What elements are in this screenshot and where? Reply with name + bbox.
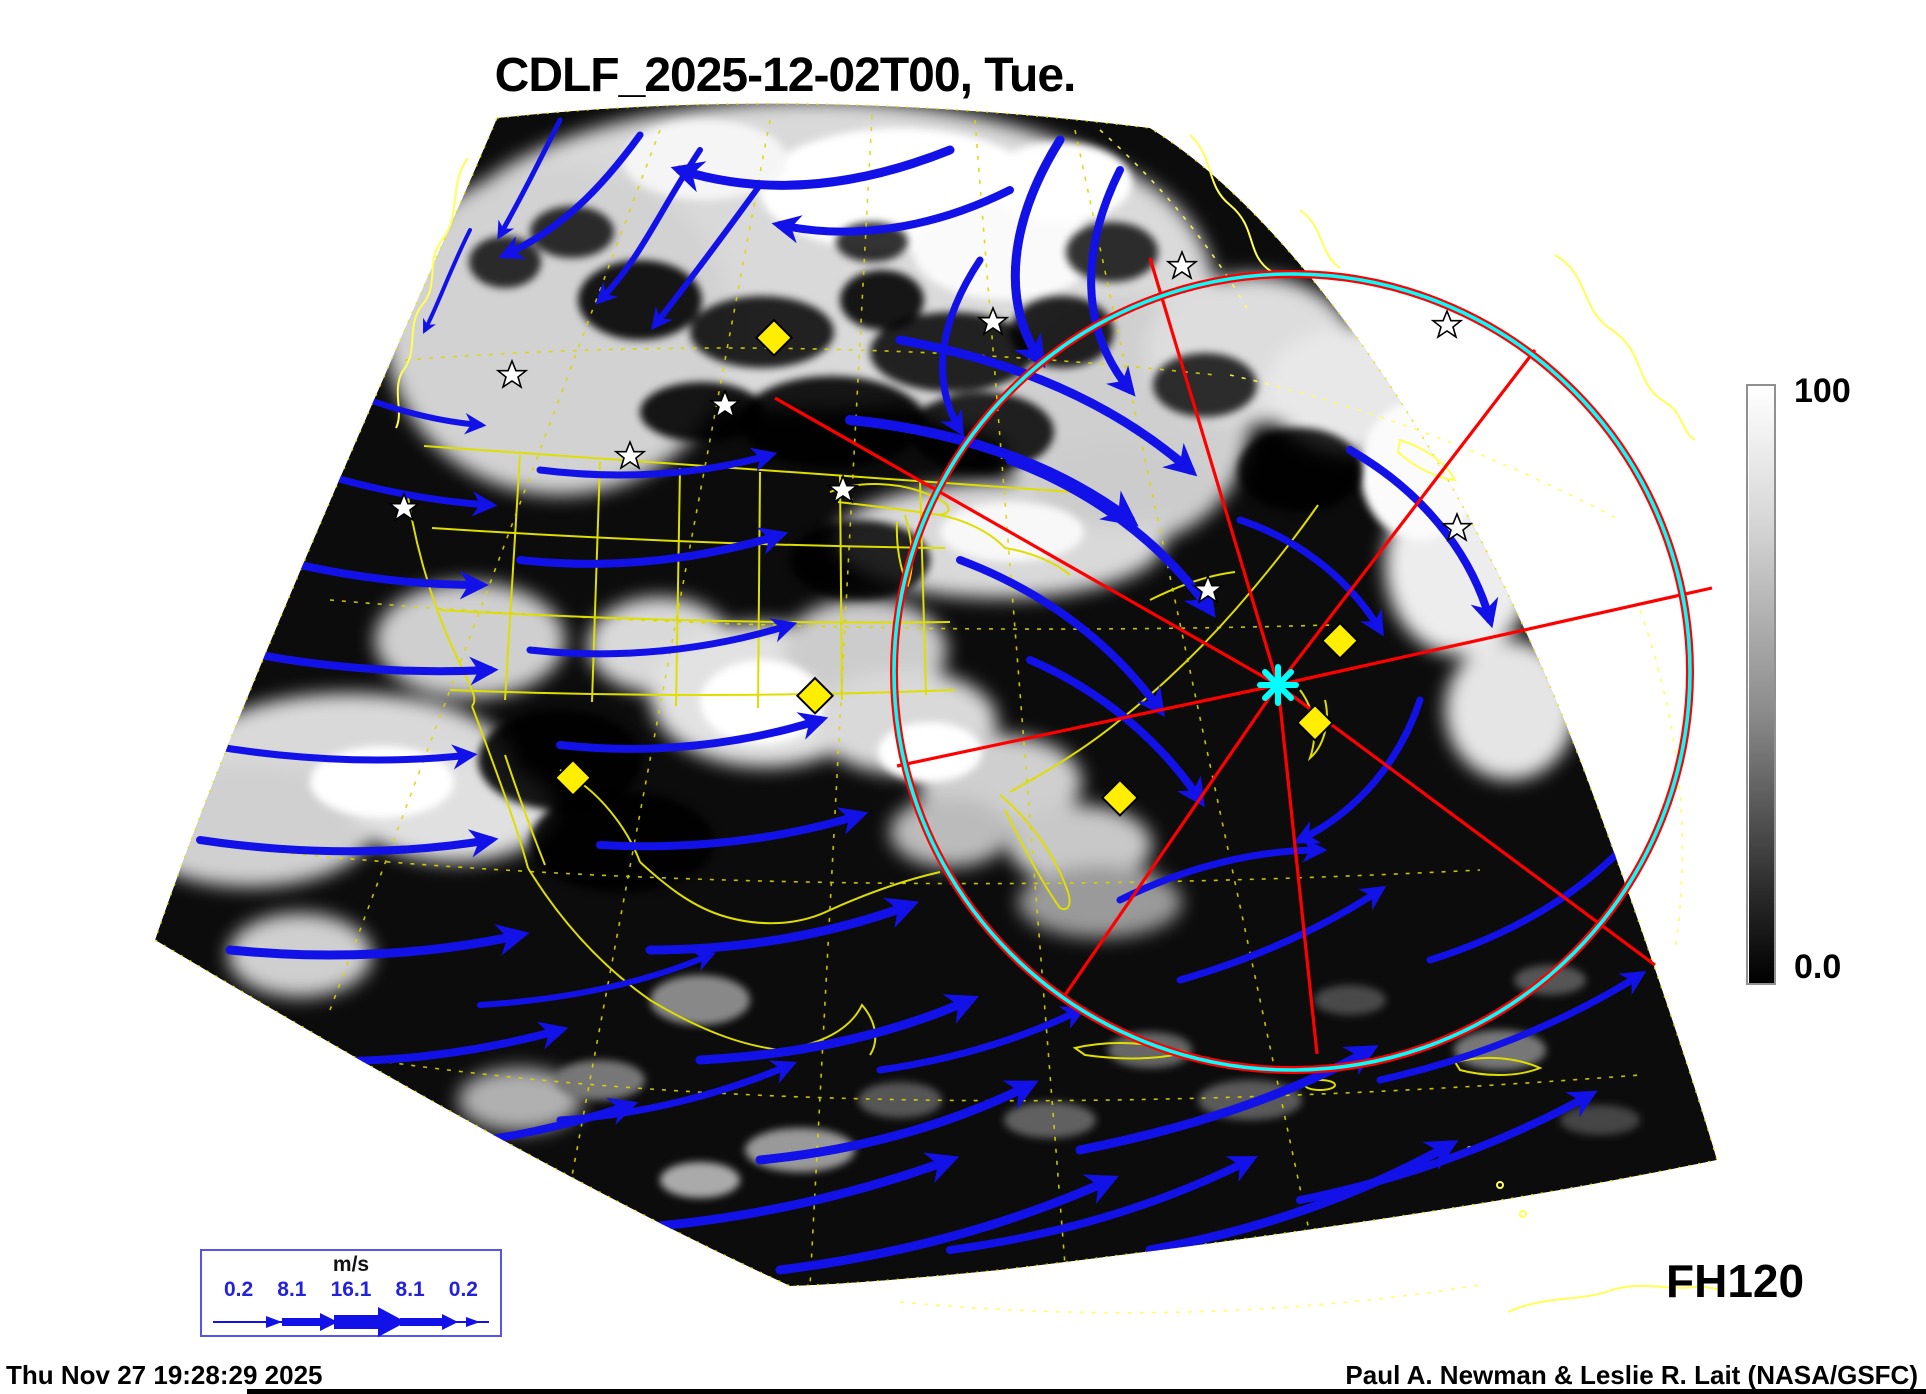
storm-center-marker xyxy=(1257,664,1299,706)
cloud-field xyxy=(155,103,1717,1287)
wind-speed-legend: m/s 0.2 8.1 16.1 8.1 0.2 xyxy=(200,1249,502,1337)
wind-speed-glyph xyxy=(213,1307,489,1337)
credit-line: Paul A. Newman & Leslie R. Lait (NASA/GS… xyxy=(1345,1360,1918,1390)
wind-streamlines xyxy=(176,117,1647,1275)
outer-coastlines xyxy=(395,134,1723,1313)
cloud-fraction-colorbar xyxy=(1746,384,1776,985)
colorbar-max-label: 100 xyxy=(1794,372,1851,410)
graticule xyxy=(254,114,1641,1287)
station-star-markers xyxy=(389,251,1472,603)
forecast-hour-label: FH120 xyxy=(1666,1255,1805,1307)
page-title: CDLF_2025-12-02T00, Tue. xyxy=(494,49,1077,102)
bottom-rule xyxy=(247,1389,1926,1394)
wind-legend-value: 0.2 xyxy=(448,1278,478,1301)
range-circle xyxy=(890,270,1694,1074)
creation-timestamp: Thu Nov 27 19:28:29 2025 xyxy=(6,1360,323,1390)
wind-legend-unit: m/s xyxy=(332,1253,370,1276)
colorbar-min-label: 0.0 xyxy=(1794,948,1842,986)
wind-legend-value: 16.1 xyxy=(330,1278,372,1301)
city-diamond-markers xyxy=(553,318,1360,817)
wind-legend-value: 8.1 xyxy=(395,1278,425,1301)
wind-legend-values: 0.2 8.1 16.1 8.1 0.2 xyxy=(202,1278,500,1302)
wind-legend-value: 8.1 xyxy=(277,1278,307,1301)
center-rays xyxy=(774,257,1713,1055)
wind-legend-value: 0.2 xyxy=(224,1278,254,1301)
